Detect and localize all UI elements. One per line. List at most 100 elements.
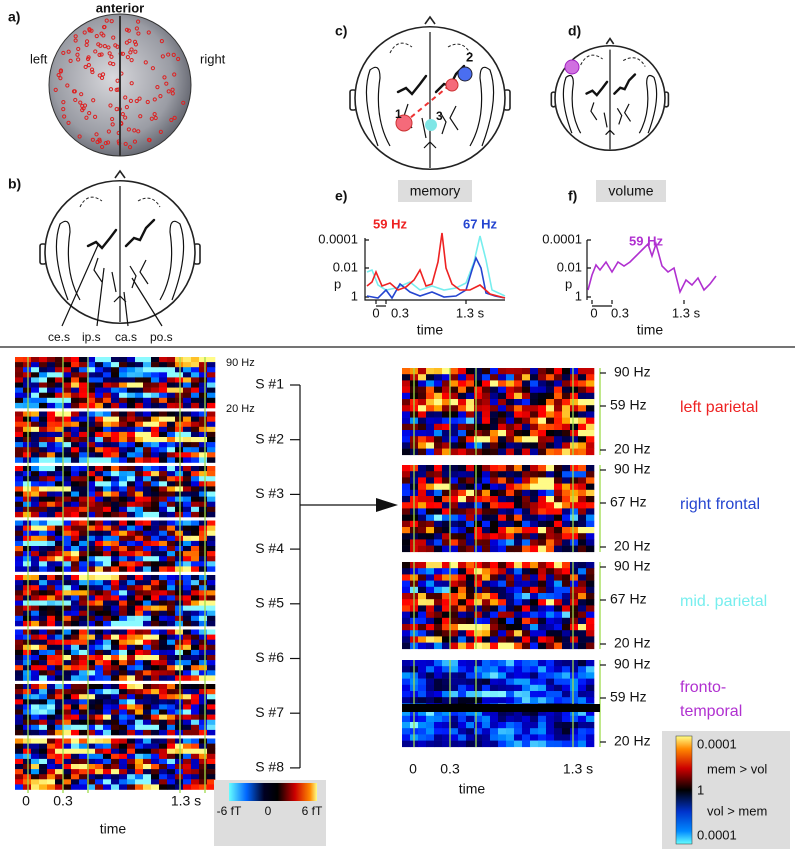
heatmap-cell	[578, 368, 587, 375]
heatmap-cell	[135, 655, 144, 661]
heatmap-cell	[482, 568, 491, 575]
heatmap-cell	[71, 476, 80, 482]
heatmap-cell	[586, 539, 595, 546]
heatmap-cell	[111, 372, 120, 378]
heatmap-cell	[55, 595, 64, 601]
heatmap-cell	[570, 436, 579, 443]
heatmap-cell	[103, 382, 112, 388]
heatmap-cell	[578, 423, 587, 431]
heatmap-cell	[199, 615, 208, 622]
heatmap-cell	[95, 530, 104, 537]
heatmap-cell	[87, 639, 96, 646]
heatmap-cell	[183, 506, 192, 513]
heatmap-cell	[514, 417, 523, 425]
heatmap-cell	[458, 624, 467, 631]
eye	[580, 54, 603, 66]
heatmap-cell	[546, 636, 555, 643]
heatmap-cell	[103, 655, 112, 661]
heatmap-cell	[79, 660, 88, 666]
heatmap-cell	[586, 508, 595, 515]
heatmap-cell	[63, 629, 72, 635]
heatmap-cell	[482, 593, 491, 600]
heatmap-cell	[87, 590, 96, 596]
heatmap-cell	[175, 779, 184, 785]
heatmap-cell	[47, 556, 56, 562]
heatmap-cell	[103, 452, 112, 458]
heatmap-cell	[79, 709, 88, 715]
heatmap-cell	[111, 595, 120, 601]
heatmap-cell	[570, 630, 579, 637]
heatmap-cell	[498, 442, 507, 449]
heatmap-cell	[55, 452, 64, 458]
heatmap-cell	[207, 615, 216, 622]
heatmap-cell	[538, 568, 547, 575]
heatmap-cell	[23, 779, 32, 785]
heatmap-cell	[127, 764, 136, 770]
heatmap-cell	[63, 466, 72, 472]
heatmap-cell	[418, 740, 427, 748]
heatmap-cell	[63, 689, 72, 695]
heatmap-cell	[458, 709, 467, 717]
heatmap-cell	[175, 743, 184, 749]
heatmap-cell	[167, 402, 176, 409]
sensor	[68, 58, 73, 64]
heatmap-cell	[578, 417, 587, 425]
eye	[137, 197, 161, 208]
heatmap-cell	[562, 374, 571, 381]
heatmap-cell	[71, 367, 80, 373]
heatmap-cell	[546, 527, 555, 534]
heatmap-cell	[466, 374, 475, 381]
heatmap-cell	[570, 715, 579, 723]
heatmap-cell	[434, 508, 443, 515]
heatmap-cell	[207, 525, 216, 531]
heatmap-cell	[15, 476, 24, 482]
heatmap-cell	[570, 539, 579, 546]
sensor	[101, 33, 106, 38]
heatmap-cell	[466, 624, 475, 631]
heatmap-cell	[63, 486, 72, 492]
heatmap-cell	[55, 660, 64, 666]
heatmap-cell	[143, 575, 152, 581]
heatmap-cell	[458, 642, 467, 650]
heatmap-cell	[207, 442, 216, 448]
heatmap-cell	[442, 636, 451, 643]
heatmap-cell	[103, 610, 112, 617]
heatmap-cell	[570, 471, 579, 478]
heatmap-cell	[151, 738, 160, 744]
heatmap-cell	[426, 405, 435, 412]
heatmap-cell	[143, 382, 152, 388]
heatmap-cell	[71, 377, 80, 383]
sulcus-label: ce.s	[48, 330, 70, 344]
subject-label: S #1	[255, 376, 284, 392]
heatmap-cell	[466, 417, 475, 425]
heatmap-cell	[522, 574, 531, 581]
heatmap-cell	[71, 402, 80, 409]
heatmap-cell	[135, 704, 144, 710]
heatmap-cell	[418, 697, 427, 704]
x-axis-label: time	[100, 821, 127, 837]
heatmap-cell	[402, 423, 411, 431]
heatmap-cell	[159, 779, 168, 785]
heatmap-cell	[23, 709, 32, 715]
heatmap-cell	[103, 471, 112, 477]
heatmap-cell	[490, 502, 499, 509]
heatmap-cell	[135, 615, 144, 622]
lobe	[365, 66, 391, 147]
heatmap-cell	[87, 520, 96, 526]
heatmap-cell	[175, 447, 184, 453]
heatmap-cell	[79, 566, 88, 572]
heatmap-cell	[103, 546, 112, 552]
heatmap-cell	[87, 779, 96, 785]
heatmap-cell	[95, 501, 104, 508]
heatmap-cell	[538, 642, 547, 650]
heatmap-cell	[514, 436, 523, 443]
heatmap-cell	[15, 753, 24, 760]
heatmap-cell	[167, 738, 176, 744]
heatmap-cell	[530, 568, 539, 575]
heatmap-cell	[95, 382, 104, 388]
heatmap-cell	[31, 738, 40, 744]
heatmap-cell	[47, 753, 56, 760]
heatmap-cell	[506, 605, 515, 612]
heatmap-cell	[135, 748, 144, 755]
heatmap-cell	[79, 501, 88, 508]
